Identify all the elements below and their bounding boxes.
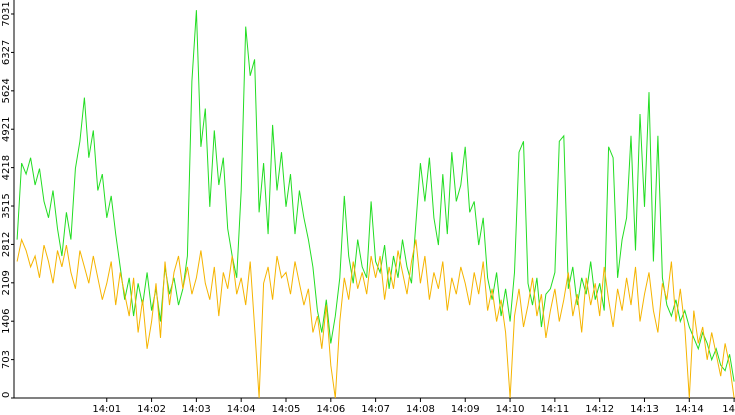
y-tick-label: 5624 <box>1 78 12 103</box>
x-tick-label: 14:11 <box>540 404 569 415</box>
x-tick-label: 14:04 <box>227 404 256 415</box>
y-tick-label: 7031 <box>1 1 12 26</box>
y-tick-label: 0 <box>1 392 12 398</box>
y-tick-label: 4218 <box>1 155 12 180</box>
series-line <box>16 10 735 382</box>
series-line <box>16 237 735 399</box>
x-tick-label: 14:12 <box>585 404 614 415</box>
x-tick-label: 14:14 <box>675 404 704 415</box>
y-tick-label: 3515 <box>1 193 12 218</box>
y-tick-label: 4921 <box>1 116 12 141</box>
y-tick-label: 6327 <box>1 40 12 65</box>
y-tick-label: 2812 <box>1 232 12 257</box>
y-tick-label: 2109 <box>1 270 12 295</box>
x-tick-label: 14:01 <box>92 404 121 415</box>
x-tick-label: 14:08 <box>406 404 435 415</box>
y-tick-label: 1406 <box>1 308 12 333</box>
x-tick-label: 14:09 <box>451 404 480 415</box>
x-tick-label: 14:03 <box>182 404 211 415</box>
y-tick-label: 703 <box>1 350 12 369</box>
x-tick-label: 14:07 <box>361 404 390 415</box>
x-tick-label: 14:10 <box>496 404 525 415</box>
x-tick-label: 14:05 <box>272 404 301 415</box>
x-tick-label: 14:06 <box>316 404 345 415</box>
x-tick-label: 14:02 <box>137 404 166 415</box>
x-tick-label: 14 <box>722 404 735 415</box>
x-tick-label: 14:13 <box>630 404 659 415</box>
